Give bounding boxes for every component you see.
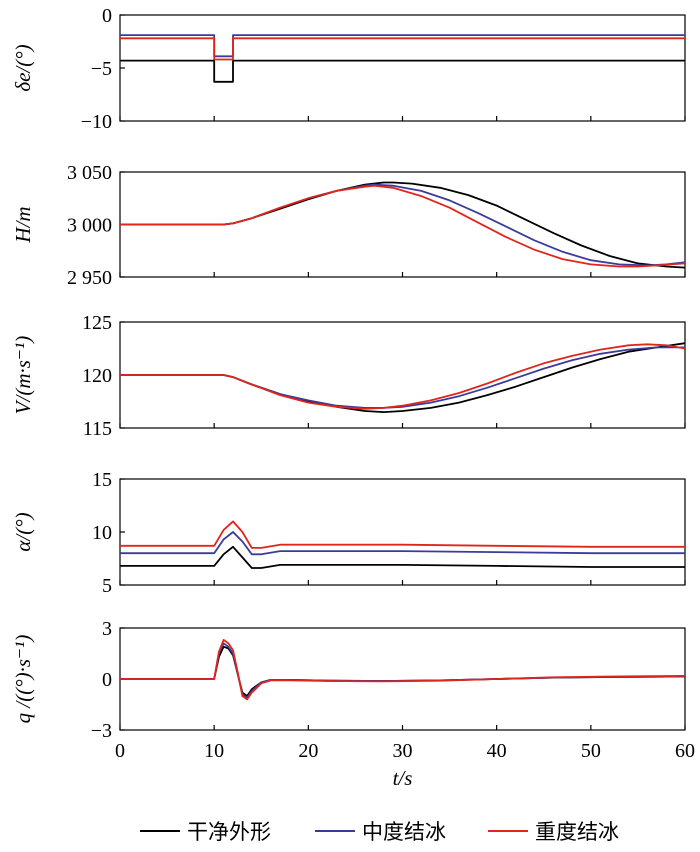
x-tick-label: 60 [675,740,695,762]
subplot-5: 30−30 10 20 30 40 50 60q /((°)·s⁻¹)t/s [11,618,695,790]
legend: 干净外形 中度结冰 重度结冰 [140,820,619,844]
plot-frame [119,478,686,586]
x-tick-label: 50 [581,740,601,762]
x-tick-label: 0 [115,740,125,762]
series-line-2 [120,34,685,58]
x-tick-label: 30 [393,740,413,762]
y-tick-label: 2 950 [67,267,112,289]
y-axis-label: H/m [11,206,35,243]
y-tick-label: 3 050 [67,162,112,184]
y-axis-label: V/(m·s⁻¹) [11,336,35,415]
y-tick-label: 5 [102,575,112,597]
series-line-1 [120,59,685,83]
legend-label: 干净外形 [187,820,271,844]
series-line-2 [120,531,685,556]
x-tick-label: 20 [298,740,318,762]
y-tick-label: 0 [102,669,112,691]
legend-label: 重度结冰 [535,820,619,844]
y-tick-label: 15 [92,469,112,491]
x-tick-label: 10 [204,740,224,762]
y-tick-label: 115 [83,418,112,440]
y-tick-label: 0 [102,5,112,27]
legend-label: 中度结冰 [362,820,446,844]
series-line-2 [120,346,685,409]
series-line-1 [120,645,686,697]
y-tick-label: −10 [81,111,112,133]
plot-frame [119,14,686,122]
subplot-2: 3 050 3 000 2 950 H/m [11,162,686,289]
y-axis-label: α/(°) [11,512,35,551]
series-line-3 [120,520,685,549]
y-tick-label: 125 [82,312,112,334]
x-tick-label: 40 [487,740,507,762]
series-line-3 [120,184,686,268]
series-line-1 [120,545,685,569]
y-tick-label: −3 [91,720,112,742]
y-tick-label: 3 000 [67,215,112,237]
x-axis-label: t/s [393,766,413,790]
y-axis-label: q /((°)·s⁻¹) [11,635,35,724]
series-line-2 [120,642,686,699]
y-tick-label: 3 [102,618,112,640]
subplot-3: 125 120 115 V/(m·s⁻¹) [11,312,686,440]
y-tick-label: −5 [91,58,112,80]
series-line-3 [120,639,686,701]
series-line-3 [120,37,685,61]
y-tick-label: 10 [92,522,112,544]
series-line-3 [120,343,686,410]
y-axis-label: δe/(°) [11,44,35,91]
subplot-4: 15 10 5 α/(°) [11,469,686,597]
subplot-1: 0 −5 −10 δe/(°) [11,5,686,133]
y-tick-label: 120 [82,365,112,387]
